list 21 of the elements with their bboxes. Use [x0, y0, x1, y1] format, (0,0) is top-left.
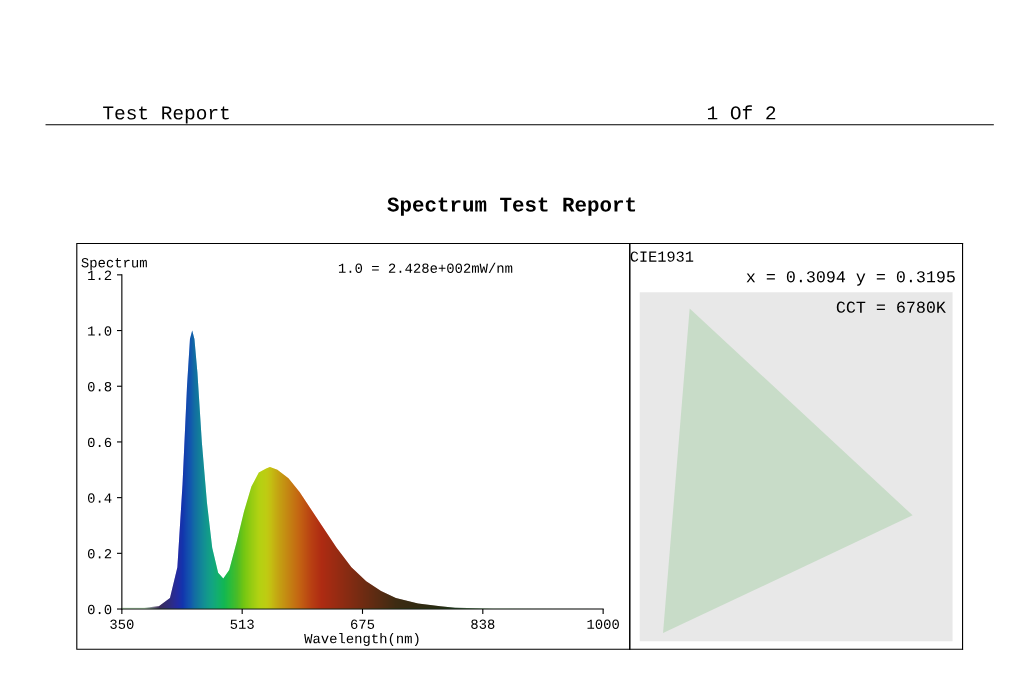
x-tick-label: 838 — [471, 619, 495, 629]
text: x = 0.3094 y = 0.3195 — [746, 271, 955, 286]
x-axis-title: Wavelength(nm) — [304, 633, 419, 647]
x-tick-label: 1000 — [587, 619, 619, 629]
text: Test Report — [103, 106, 229, 124]
y-tick-label: 1.2 — [88, 270, 112, 280]
y-tick-label: 0.2 — [87, 549, 112, 559]
text: 1 Of 2 — [707, 105, 776, 120]
y-tick-label: 0.8 — [87, 381, 112, 392]
y-tick-label: 0.0 — [87, 604, 112, 615]
y-tick-label: 1.0 — [88, 326, 112, 336]
y-axis-title: Spectrum — [81, 258, 147, 271]
y-tick-label: 0.4 — [87, 493, 112, 503]
x-tick-label: 675 — [351, 619, 375, 629]
text: 1.0 = 2.428e+002mW/nm — [338, 262, 513, 273]
x-tick-label: 350 — [110, 619, 134, 629]
y-tick-label: 0.6 — [87, 437, 112, 448]
text: CIE1931 — [630, 251, 694, 262]
x-tick-label: 513 — [230, 619, 254, 629]
chart-title: Spectrum Test Report — [387, 197, 636, 216]
text: CCT = 6780K — [836, 301, 946, 313]
